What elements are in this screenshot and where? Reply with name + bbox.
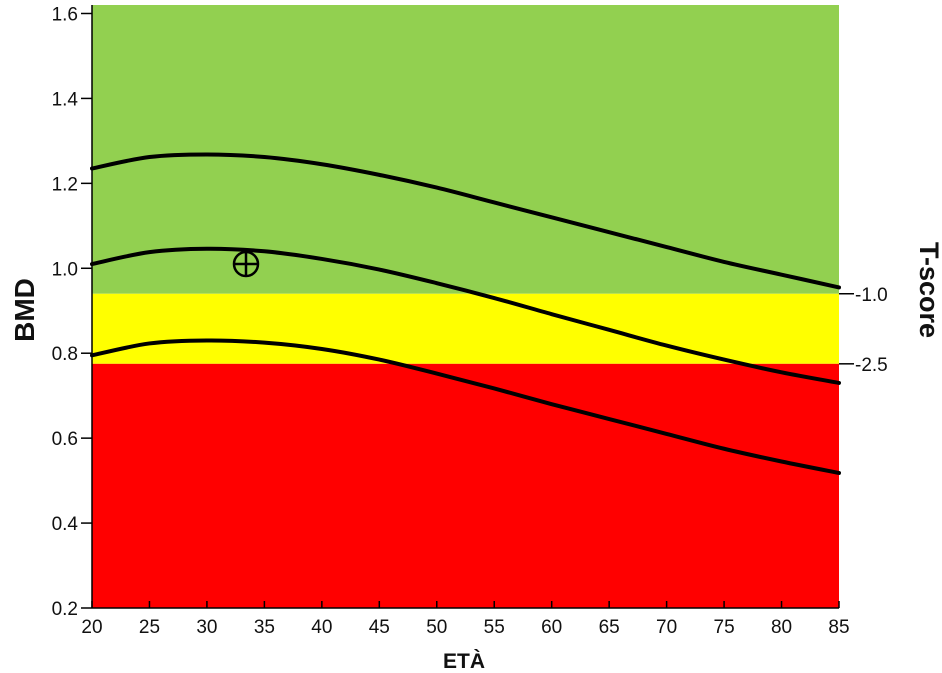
t-score-axis-title: T-score bbox=[914, 242, 942, 338]
x-axis-title: ETÀ bbox=[443, 650, 485, 673]
y-tick-label: 0.8 bbox=[52, 344, 78, 365]
t-score-axis: -1.0 -2.5 bbox=[839, 285, 888, 376]
x-tick-label: 40 bbox=[311, 617, 332, 638]
y-tick-label: 1.4 bbox=[52, 89, 79, 110]
data-points bbox=[232, 250, 260, 278]
t-score-tick-label: -1.0 bbox=[855, 285, 888, 306]
reference-curve-0 bbox=[90, 152, 841, 290]
zone-band-2 bbox=[92, 363, 839, 608]
t-score-tick-label: -2.5 bbox=[855, 355, 888, 376]
x-tick-label: 60 bbox=[541, 617, 562, 638]
x-tick-label: 45 bbox=[369, 617, 390, 638]
x-tick-label: 20 bbox=[81, 617, 102, 638]
x-tick-label: 65 bbox=[599, 617, 620, 638]
data-point-0 bbox=[232, 250, 260, 278]
reference-curves bbox=[90, 152, 841, 475]
x-tick-label: 70 bbox=[656, 617, 677, 638]
x-tick-label: 35 bbox=[254, 617, 275, 638]
x-tick-label: 75 bbox=[714, 617, 735, 638]
y-tick-label: 1.6 bbox=[52, 4, 78, 25]
x-tick-label: 85 bbox=[828, 617, 849, 638]
y-axis: 0.2 0.4 0.6 0.8 1.0 1.2 1.4 1.6 bbox=[52, 4, 93, 620]
x-tick-label: 30 bbox=[196, 617, 217, 638]
zone-band-0 bbox=[92, 5, 839, 294]
x-axis: 20 25 30 35 40 45 50 55 60 65 70 75 80 85 bbox=[81, 601, 850, 638]
x-tick-label: 25 bbox=[139, 617, 160, 638]
y-tick-label: 0.4 bbox=[52, 514, 79, 535]
y-axis-title: BMD bbox=[9, 278, 40, 342]
x-tick-label: 80 bbox=[771, 617, 792, 638]
y-tick-label: 0.6 bbox=[52, 429, 78, 450]
zone-bands bbox=[92, 5, 839, 608]
reference-curve-2 bbox=[90, 338, 841, 475]
reference-curve-1 bbox=[90, 246, 841, 385]
y-tick-label: 1.0 bbox=[52, 259, 78, 280]
x-tick-label: 55 bbox=[484, 617, 505, 638]
y-tick-label: 1.2 bbox=[52, 174, 78, 195]
y-tick-label: 0.2 bbox=[52, 599, 78, 620]
zone-band-1 bbox=[92, 293, 839, 364]
x-tick-label: 50 bbox=[426, 617, 447, 638]
